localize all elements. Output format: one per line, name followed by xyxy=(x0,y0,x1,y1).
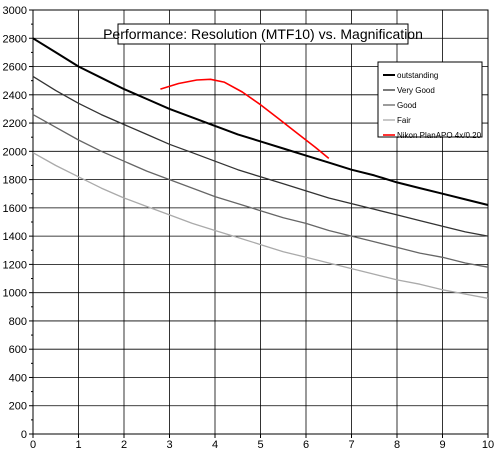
series-line-2 xyxy=(32,114,489,268)
x-tick-label: 3 xyxy=(166,439,172,451)
series-line-4 xyxy=(160,78,330,160)
legend: outstanding Very Good Good Fair Nikon PlanAP… xyxy=(377,61,483,140)
x-tick-label: 0 xyxy=(30,439,36,451)
legend-label: outstanding xyxy=(397,71,438,80)
y-tick-label: 2200 xyxy=(3,118,27,130)
y-tick-label: 1600 xyxy=(3,203,27,215)
series-layer xyxy=(32,37,489,299)
chart-title-frame xyxy=(117,23,409,45)
series-line-1 xyxy=(32,75,489,237)
y-tick-label: 1800 xyxy=(3,175,27,187)
y-tick-label: 200 xyxy=(9,401,27,413)
legend-label: Good xyxy=(397,101,417,110)
x-tick-label: 6 xyxy=(303,439,309,451)
x-tick-label: 10 xyxy=(482,439,494,451)
x-tick-label: 7 xyxy=(348,439,354,451)
y-tick-label: 1400 xyxy=(3,231,27,243)
y-tick-label: 2000 xyxy=(3,146,27,158)
legend-label: Nikon PlanAPO 4x/0.20 xyxy=(397,131,482,140)
y-tick-label: 2400 xyxy=(3,90,27,102)
x-tick-label: 8 xyxy=(394,439,400,451)
legend-label: Very Good xyxy=(397,86,435,95)
chart-title-box: Performance: Resolution (MTF10) vs. Magn… xyxy=(103,23,423,45)
y-tick-label: 0 xyxy=(21,429,27,441)
x-tick-label: 1 xyxy=(75,439,81,451)
x-tick-label: 4 xyxy=(212,439,218,451)
y-tick-label: 2800 xyxy=(3,33,27,45)
chart-title: Performance: Resolution (MTF10) vs. Magn… xyxy=(103,26,423,42)
y-tick-label: 400 xyxy=(9,372,27,384)
series-line-3 xyxy=(32,152,489,299)
tick-layer: 0 1 2 3 4 5 6 7 8 9 10 0 200 400 600 800 1000 1200 1400 160… xyxy=(3,5,495,451)
y-tick-label: 600 xyxy=(9,344,27,356)
y-tick-label: 3000 xyxy=(3,5,27,17)
x-tick-label: 2 xyxy=(121,439,127,451)
x-tick-label: 9 xyxy=(439,439,445,451)
legend-label: Fair xyxy=(397,116,411,125)
y-tick-label: 800 xyxy=(9,316,27,328)
y-tick-label: 1000 xyxy=(3,288,27,300)
y-tick-label: 1200 xyxy=(3,259,27,271)
legend-frame xyxy=(377,61,483,138)
y-tick-label: 2600 xyxy=(3,62,27,74)
series-line-0 xyxy=(32,37,489,206)
x-tick-label: 5 xyxy=(257,439,263,451)
